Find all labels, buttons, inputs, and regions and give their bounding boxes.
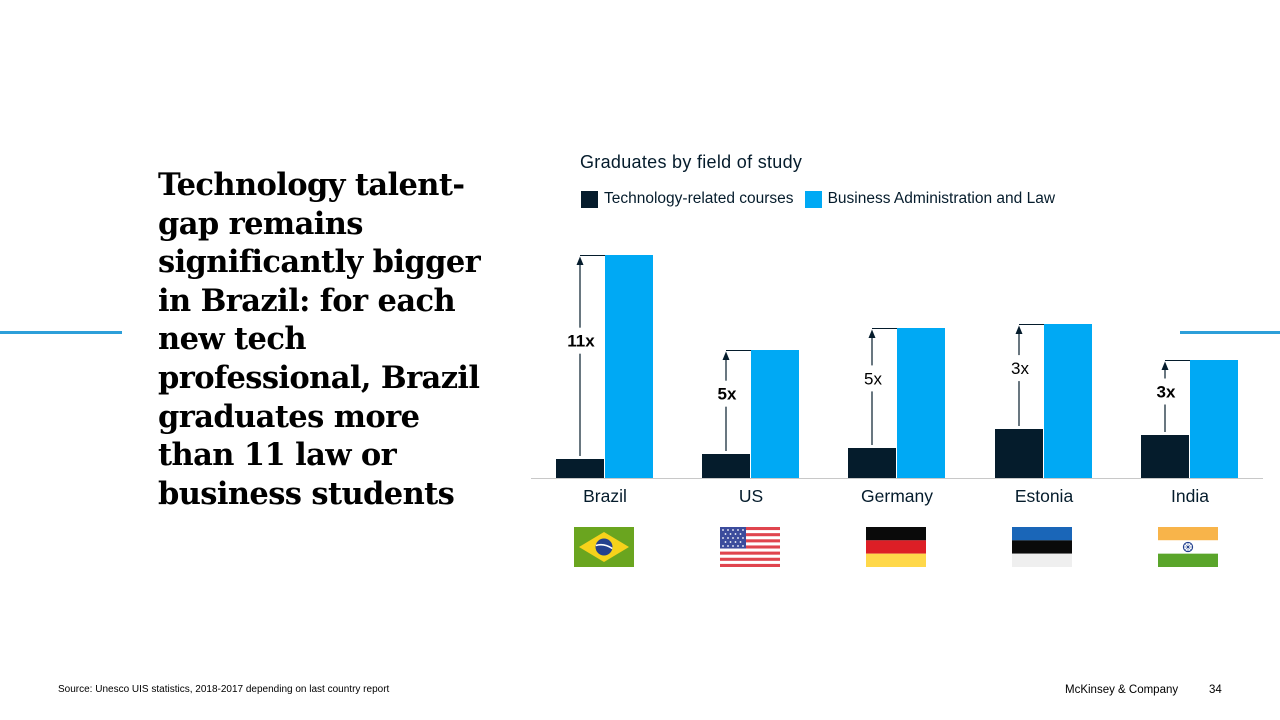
category-label-brazil: Brazil [583, 486, 627, 506]
category-label-estonia: Estonia [1015, 486, 1074, 506]
gap-arrowhead-brazil [576, 256, 584, 265]
legend-label-business: Business Administration and Law [827, 190, 1056, 207]
category-label-germany: Germany [861, 486, 933, 506]
bar-business-estonia [1044, 324, 1092, 478]
legend-item-tech: Technology-related courses [581, 190, 794, 208]
brazil-flag-icon [574, 527, 634, 567]
bar-tech-germany [848, 448, 896, 478]
page-number: 34 [1209, 684, 1222, 696]
headline: Technology talent-gap remains significan… [158, 167, 481, 512]
gap-arrowhead-germany [868, 329, 876, 338]
chart-title: Graduates by field of study [580, 152, 803, 172]
ratio-label-us: 5x [718, 385, 737, 404]
source-note: Source: Unesco UIS statistics, 2018-2017… [58, 684, 390, 695]
us-flag-icon [720, 527, 780, 567]
ratio-label-india: 3x [1157, 383, 1176, 402]
left-accent-rule [0, 331, 122, 334]
gap-arrowhead-india [1161, 361, 1169, 370]
bar-tech-us [702, 454, 750, 478]
germany-flag-icon [866, 527, 926, 567]
ratio-label-germany: 5x [864, 369, 882, 388]
bar-tech-brazil [556, 459, 604, 478]
chart-legend: Technology-related courses Business Admi… [581, 190, 1066, 208]
bar-business-germany [897, 328, 945, 478]
right-accent-rule [1180, 331, 1280, 334]
bar-business-india [1190, 360, 1238, 478]
category-label-india: India [1171, 486, 1209, 506]
brand-name: McKinsey & Company [1065, 684, 1179, 696]
gap-arrowhead-estonia [1015, 325, 1023, 334]
estonia-flag-icon [1012, 527, 1072, 567]
india-flag-icon [1158, 527, 1218, 567]
legend-label-tech: Technology-related courses [604, 190, 794, 207]
legend-swatch-tech [581, 190, 598, 208]
gap-arrowhead-us [722, 351, 730, 360]
bar-tech-india [1141, 435, 1189, 478]
bar-tech-estonia [995, 429, 1043, 478]
bar-business-us [751, 350, 799, 478]
category-label-us: US [739, 486, 763, 506]
bar-business-brazil [605, 255, 653, 478]
ratio-label-brazil: 11x [567, 332, 595, 351]
legend-item-business: Business Administration and Law [804, 190, 1056, 208]
ratio-label-estonia: 3x [1011, 359, 1029, 378]
legend-swatch-business [804, 190, 822, 208]
